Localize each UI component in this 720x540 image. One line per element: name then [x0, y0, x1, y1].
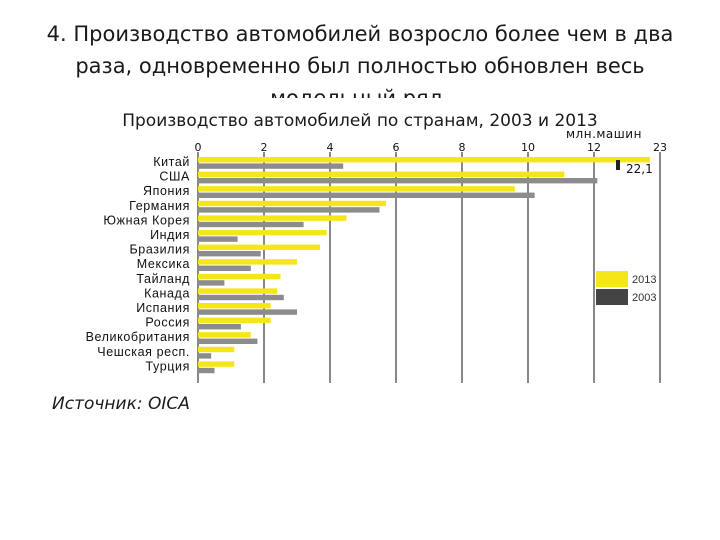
chart-title: Производство автомобилей по странам, 200… — [100, 110, 620, 132]
x-tick-label: 8 — [459, 141, 466, 154]
category-label: Мексика — [137, 257, 190, 271]
bar-2013 — [198, 273, 281, 280]
unit-label: млн.машин — [566, 127, 642, 141]
callout-value: 22,1 — [626, 162, 653, 176]
category-label: Бразилия — [129, 243, 190, 257]
category-label: Тайланд — [136, 272, 190, 286]
bar-2003 — [198, 178, 598, 184]
category-label: Южная Корея — [103, 213, 190, 227]
bar-2013 — [198, 259, 297, 265]
legend-swatch-2003 — [596, 289, 628, 305]
legend-swatch-2013 — [596, 271, 628, 287]
bar-2013 — [198, 361, 235, 367]
bar-2003 — [198, 324, 241, 330]
bar-2003 — [198, 163, 344, 169]
category-label: Великобритания — [86, 330, 190, 344]
x-tick-label: 2 — [261, 141, 268, 154]
category-label: Канада — [144, 286, 190, 300]
bar-2003 — [198, 309, 297, 315]
category-label: Китай — [153, 155, 190, 169]
bar-2013 — [198, 332, 251, 338]
x-tick-label: 23 — [653, 141, 667, 154]
bar-2003 — [198, 265, 251, 271]
axis-break-mark — [616, 160, 620, 170]
category-label: Германия — [129, 199, 190, 213]
bar-2013 — [198, 244, 321, 250]
bar-2013 — [198, 200, 387, 207]
bar-2003 — [198, 221, 304, 228]
category-label: США — [159, 170, 190, 184]
category-label: Испания — [136, 301, 190, 315]
bar-2013 — [198, 346, 235, 353]
source-note: Источник: OICA — [52, 394, 190, 414]
bar-2013 — [198, 171, 565, 177]
x-tick-label: 6 — [393, 141, 400, 154]
bar-2003 — [198, 294, 284, 301]
bar-2003 — [198, 280, 225, 286]
bar-2003 — [198, 353, 212, 359]
slide-title: 4. Производство автомобилей возросло бол… — [46, 22, 674, 98]
bar-2013 — [198, 288, 278, 294]
bar-2003 — [198, 192, 535, 198]
category-label: Япония — [143, 184, 190, 198]
category-label: Турция — [145, 359, 190, 373]
bar-2003 — [198, 236, 238, 242]
category-label: Индия — [150, 228, 190, 242]
category-label: Чешская респ. — [97, 345, 190, 359]
x-tick-label: 4 — [327, 141, 334, 154]
axis-break-mark — [616, 171, 620, 182]
bar-2003 — [198, 367, 215, 374]
category-label: Россия — [145, 316, 190, 330]
bar-2013 — [198, 303, 271, 309]
bar-2013 — [198, 230, 327, 236]
x-tick-label: 12 — [587, 141, 601, 154]
legend-label-2013: 2013 — [632, 274, 657, 286]
bar-2003 — [198, 251, 261, 257]
bar-2003 — [198, 207, 380, 213]
bar-2013 — [198, 317, 271, 323]
legend-label-2003: 2003 — [632, 292, 657, 304]
bar-2013 — [198, 186, 515, 192]
bar-2003 — [198, 338, 258, 344]
bar-2013 — [198, 157, 650, 163]
x-tick-label: 0 — [195, 141, 202, 154]
x-tick-label: 10 — [521, 141, 535, 154]
bar-2013 — [198, 215, 347, 221]
